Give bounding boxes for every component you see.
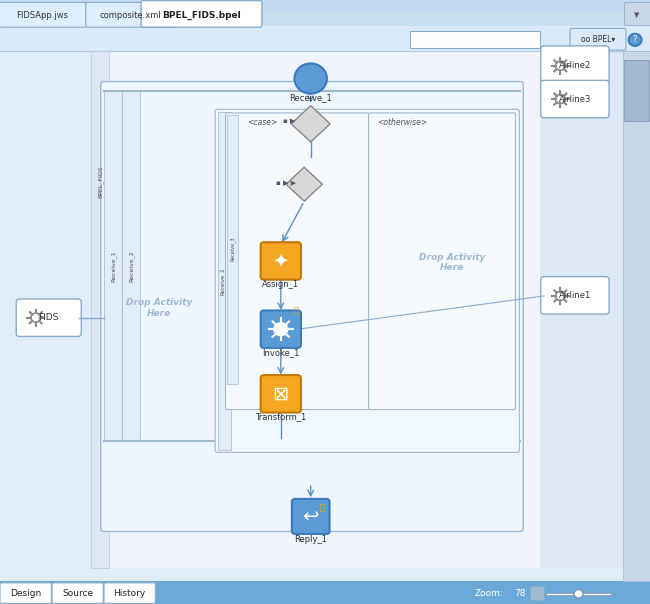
Text: 78: 78 (514, 589, 526, 597)
FancyBboxPatch shape (86, 2, 174, 27)
Text: ✦: ✦ (272, 251, 289, 271)
Bar (227, 115, 238, 384)
Circle shape (555, 94, 566, 104)
Bar (122, 91, 140, 441)
Bar (91, 51, 624, 568)
FancyBboxPatch shape (570, 28, 626, 50)
FancyBboxPatch shape (292, 499, 330, 534)
Text: 🚩: 🚩 (319, 503, 324, 512)
Text: Airline1: Airline1 (559, 292, 592, 300)
Polygon shape (291, 106, 330, 142)
FancyBboxPatch shape (261, 375, 301, 413)
Text: Source: Source (62, 590, 93, 598)
Text: <otherwise>: <otherwise> (377, 118, 427, 127)
Text: BPEL_FIDS.bpel: BPEL_FIDS.bpel (162, 11, 241, 21)
Bar (0, 581, 650, 604)
Text: ?: ? (633, 36, 637, 44)
FancyBboxPatch shape (369, 113, 515, 410)
Bar (540, 51, 624, 568)
Text: FIDSApp.jws: FIDSApp.jws (16, 11, 68, 20)
Text: Receive_2: Receive_2 (129, 250, 134, 281)
Bar (0, 12, 650, 27)
Text: ▪ ▶: ▪ ▶ (283, 118, 296, 124)
Text: FIDS: FIDS (38, 313, 59, 322)
FancyBboxPatch shape (16, 299, 81, 336)
Text: Zoom:: Zoom: (474, 589, 503, 597)
Bar (624, 2, 650, 25)
Bar (0, 51, 650, 581)
Text: Invoke_1: Invoke_1 (262, 348, 300, 357)
Bar (624, 60, 649, 121)
Text: Receive_1: Receive_1 (111, 250, 116, 281)
Text: Assign_1: Assign_1 (262, 280, 300, 289)
Bar (530, 586, 544, 600)
Text: oo BPEL▾: oo BPEL▾ (581, 36, 615, 44)
Text: composite.xml: composite.xml (99, 11, 161, 20)
FancyBboxPatch shape (541, 80, 609, 118)
FancyBboxPatch shape (104, 583, 155, 603)
Circle shape (31, 313, 41, 323)
FancyBboxPatch shape (541, 277, 609, 314)
Text: <case>: <case> (247, 118, 278, 127)
Bar (623, 51, 650, 581)
Text: Drop Activity
Here: Drop Activity Here (419, 253, 485, 272)
Text: Reply_1: Reply_1 (294, 535, 327, 544)
FancyBboxPatch shape (52, 583, 103, 603)
Text: Transform_1: Transform_1 (255, 413, 306, 422)
Bar (0, 0, 650, 27)
Circle shape (629, 34, 642, 46)
FancyBboxPatch shape (0, 2, 86, 27)
Text: Airline2: Airline2 (559, 62, 592, 70)
Circle shape (555, 291, 566, 301)
Text: BPEL_FIDS: BPEL_FIDS (98, 165, 103, 198)
Circle shape (274, 323, 288, 336)
FancyBboxPatch shape (215, 109, 519, 452)
Bar (91, 51, 109, 568)
Bar (104, 91, 122, 441)
Text: ▼: ▼ (634, 12, 640, 18)
FancyBboxPatch shape (226, 113, 369, 410)
FancyBboxPatch shape (0, 583, 51, 603)
Text: ▪ ▶ ▶: ▪ ▶ ▶ (276, 180, 296, 186)
Text: Receive_2: Receive_2 (220, 267, 226, 295)
FancyBboxPatch shape (141, 1, 262, 27)
Text: Receive_1: Receive_1 (289, 94, 332, 103)
Bar (0, 26, 650, 51)
Polygon shape (286, 167, 322, 201)
Text: Design: Design (10, 590, 42, 598)
Bar (410, 31, 540, 48)
FancyBboxPatch shape (541, 46, 609, 83)
Circle shape (294, 63, 327, 94)
Text: ↩: ↩ (302, 507, 319, 526)
Bar (546, 593, 611, 595)
Text: ⊠: ⊠ (272, 384, 289, 403)
FancyBboxPatch shape (261, 310, 301, 348)
FancyBboxPatch shape (101, 82, 523, 532)
Text: Drop Activity
Here: Drop Activity Here (126, 298, 192, 318)
Text: Airline3: Airline3 (559, 95, 592, 103)
Circle shape (555, 61, 566, 71)
Text: 🚩: 🚩 (293, 307, 298, 315)
Text: History: History (114, 590, 146, 598)
Bar (218, 112, 231, 450)
Text: Receive_3: Receive_3 (230, 237, 235, 262)
FancyBboxPatch shape (261, 242, 301, 280)
Circle shape (574, 590, 583, 598)
